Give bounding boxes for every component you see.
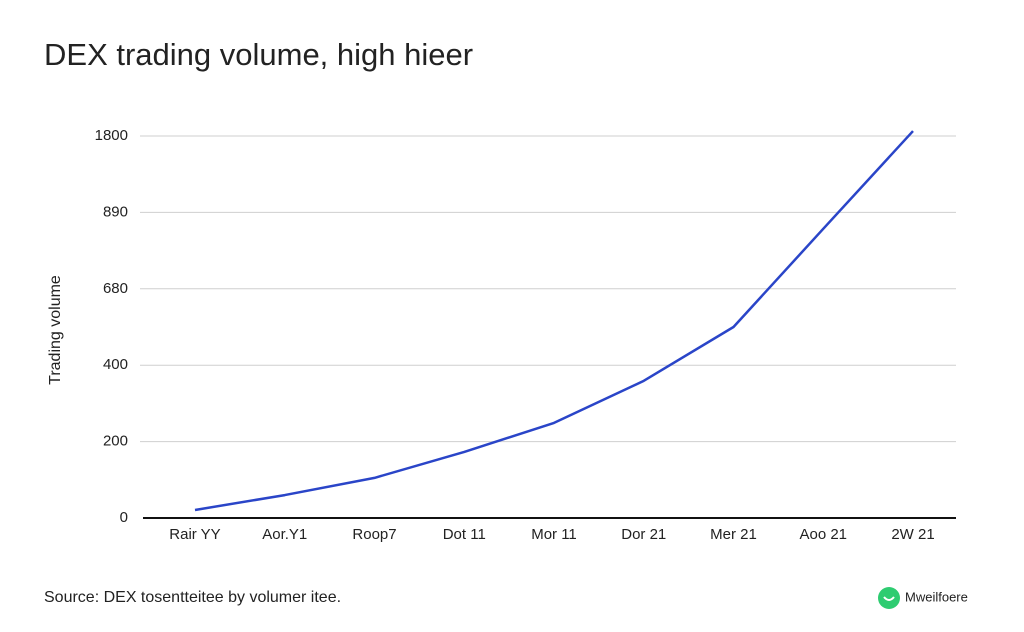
y-tick-label: 400	[103, 356, 128, 373]
y-tick-label: 200	[103, 433, 128, 450]
y-tick-label: 890	[103, 203, 128, 220]
x-tick-label: Aoo 21	[799, 526, 847, 543]
chart-title: DEX trading volume, high hieer	[44, 37, 473, 72]
x-tick-label: Roop7	[352, 526, 396, 543]
x-tick-label: Mer 21	[710, 526, 757, 543]
x-tick-label: Mor 11	[531, 526, 577, 543]
y-tick-label: 1800	[95, 127, 128, 144]
y-tick-label: 680	[103, 280, 128, 297]
line-series	[194, 130, 914, 512]
source: Source: DEX tosentteitee by volumer itee…	[44, 589, 341, 606]
y-axis-label: Trading volume	[47, 275, 64, 385]
x-tick-label: Dot 11	[443, 526, 486, 543]
y-tick-label: 0	[120, 509, 128, 526]
brand-logo	[878, 587, 900, 609]
brand-logo-mark	[883, 596, 895, 601]
x-tick-label: Dor 21	[621, 526, 666, 543]
x-tick-label: Rair YY	[169, 526, 220, 543]
x-tick-label: Aor.Y1	[262, 526, 307, 543]
x-tick-label: 2W 21	[891, 526, 934, 543]
brand: Mweilfoere	[905, 589, 968, 604]
